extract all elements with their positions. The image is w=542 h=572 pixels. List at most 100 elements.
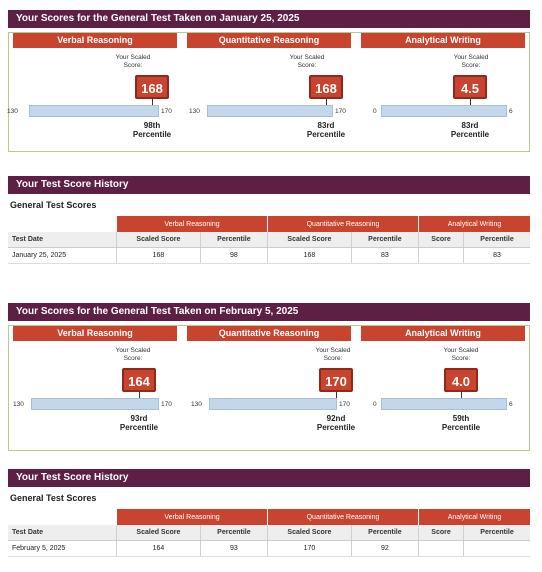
scale-max: 170 bbox=[161, 108, 172, 115]
score-report-jan: Your Scores for the General Test Taken o… bbox=[7, 10, 530, 152]
history-table: Verbal Reasoning Quantitative Reasoning … bbox=[8, 216, 530, 264]
group-verbal: Verbal Reasoning bbox=[116, 216, 268, 232]
percentile-label: Percentile bbox=[119, 423, 159, 432]
panel-verbal: Verbal Reasoning Your Scaled Score: 164 … bbox=[13, 326, 177, 432]
report-title: Your Scores for the General Test Taken o… bbox=[8, 303, 530, 321]
percentile: 83rd Percentile bbox=[296, 121, 356, 139]
history-subtitle: General Test Scores bbox=[10, 493, 97, 503]
panel-verbal: Verbal Reasoning Your Scaled Score: 168 … bbox=[7, 33, 177, 139]
cell-quant-score: 168 bbox=[267, 247, 352, 264]
score-scale-bar bbox=[31, 398, 159, 410]
percentile-label: Percentile bbox=[316, 423, 356, 432]
col-percentile: Percentile bbox=[350, 232, 419, 248]
percentile-rank: 93rd bbox=[130, 414, 148, 423]
col-percentile: Percentile bbox=[463, 525, 530, 541]
cell-writing-pct bbox=[463, 540, 530, 557]
group-writing: Analytical Writing bbox=[418, 509, 530, 525]
percentile-rank: 92nd bbox=[326, 414, 346, 423]
col-percentile: Percentile bbox=[199, 525, 268, 541]
percentile: 83rd Percentile bbox=[440, 121, 500, 139]
scaled-score-label: Your Scaled Score: bbox=[115, 347, 151, 362]
group-header-row: Verbal Reasoning Quantitative Reasoning … bbox=[8, 216, 530, 232]
scale-min: 130 bbox=[7, 108, 18, 115]
score-report-feb: Your Scores for the General Test Taken o… bbox=[8, 303, 530, 451]
percentile: 98th Percentile bbox=[122, 121, 182, 139]
panel-writing: Analytical Writing Your Scaled Score: 4.… bbox=[361, 326, 525, 432]
score-badge: 168 bbox=[309, 75, 343, 99]
score-badge: 4.0 bbox=[444, 368, 478, 392]
score-history-jan: Your Test Score History General Test Sco… bbox=[8, 176, 530, 264]
col-percentile: Percentile bbox=[463, 232, 530, 248]
scale-max: 6 bbox=[509, 401, 513, 408]
percentile-rank: 59th bbox=[452, 414, 470, 423]
score-badge: 170 bbox=[319, 368, 353, 392]
score-scale-bar bbox=[381, 398, 507, 410]
score-history-feb: Your Test Score History General Test Sco… bbox=[8, 469, 530, 557]
section-title: Analytical Writing bbox=[361, 33, 525, 48]
cell-verbal-score: 164 bbox=[116, 540, 201, 557]
section-title: Verbal Reasoning bbox=[13, 326, 177, 341]
cell-quant-pct: 92 bbox=[350, 540, 419, 557]
percentile: 93rd Percentile bbox=[109, 414, 169, 432]
scale-max: 170 bbox=[335, 108, 346, 115]
group-verbal: Verbal Reasoning bbox=[116, 509, 268, 525]
scale-max: 170 bbox=[339, 401, 350, 408]
col-percentile: Percentile bbox=[350, 525, 419, 541]
scale-max: 6 bbox=[509, 108, 513, 115]
col-percentile: Percentile bbox=[199, 232, 268, 248]
col-test-date: Test Date bbox=[8, 232, 117, 248]
section-title: Quantitative Reasoning bbox=[187, 326, 351, 341]
scale-min: 130 bbox=[191, 401, 202, 408]
score-scale-bar bbox=[29, 105, 159, 117]
column-header-row: Test Date Scaled Score Percentile Scaled… bbox=[8, 232, 530, 248]
panel-quant: Quantitative Reasoning Your Scaled Score… bbox=[187, 33, 351, 139]
group-writing: Analytical Writing bbox=[418, 216, 530, 232]
col-score: Score bbox=[417, 232, 464, 248]
percentile: 59th Percentile bbox=[431, 414, 491, 432]
scores-box: Verbal Reasoning Your Scaled Score: 164 … bbox=[8, 325, 530, 451]
section-title: Quantitative Reasoning bbox=[187, 33, 351, 48]
group-header-row: Verbal Reasoning Quantitative Reasoning … bbox=[8, 509, 530, 525]
percentile-rank: 83rd bbox=[461, 121, 479, 130]
score-scale-bar bbox=[209, 398, 337, 410]
empty-cell bbox=[8, 216, 117, 232]
scores-box: Verbal Reasoning Your Scaled Score: 168 … bbox=[7, 32, 530, 152]
col-scaled-score: Scaled Score bbox=[267, 232, 352, 248]
cell-verbal-pct: 93 bbox=[199, 540, 268, 557]
percentile-label: Percentile bbox=[132, 130, 172, 139]
cell-verbal-pct: 98 bbox=[199, 247, 268, 264]
panel-quant: Quantitative Reasoning Your Scaled Score… bbox=[187, 326, 355, 432]
col-score: Score bbox=[417, 525, 464, 541]
scaled-score-label: Your Scaled Score: bbox=[315, 347, 351, 362]
section-title: Analytical Writing bbox=[361, 326, 525, 341]
scale-min: 130 bbox=[13, 401, 24, 408]
scaled-score-label: Your Scaled Score: bbox=[453, 54, 489, 69]
score-badge: 164 bbox=[122, 368, 156, 392]
table-row: February 5, 2025 164 93 170 92 bbox=[8, 540, 530, 557]
cell-date: February 5, 2025 bbox=[8, 540, 117, 557]
cell-quant-pct: 83 bbox=[350, 247, 419, 264]
scale-min: 0 bbox=[373, 401, 377, 408]
panel-writing: Analytical Writing Your Scaled Score: 4.… bbox=[361, 33, 525, 139]
report-title: Your Scores for the General Test Taken o… bbox=[8, 10, 530, 28]
history-title: Your Test Score History bbox=[8, 176, 530, 194]
history-table: Verbal Reasoning Quantitative Reasoning … bbox=[8, 509, 530, 557]
percentile-label: Percentile bbox=[306, 130, 346, 139]
scale-min: 130 bbox=[189, 108, 200, 115]
scaled-score-label: Your Scaled Score: bbox=[289, 54, 325, 69]
scaled-score-label: Your Scaled Score: bbox=[443, 347, 479, 362]
table-row: January 25, 2025 168 98 168 83 83 bbox=[8, 247, 530, 264]
cell-writing-pct: 83 bbox=[463, 247, 530, 264]
score-badge: 4.5 bbox=[453, 75, 487, 99]
scale-max: 170 bbox=[161, 401, 172, 408]
col-scaled-score: Scaled Score bbox=[116, 232, 201, 248]
score-scale-bar bbox=[207, 105, 333, 117]
group-quant: Quantitative Reasoning bbox=[267, 509, 419, 525]
score-badge: 168 bbox=[135, 75, 169, 99]
percentile-rank: 83rd bbox=[317, 121, 335, 130]
percentile: 92nd Percentile bbox=[306, 414, 366, 432]
empty-cell bbox=[8, 509, 117, 525]
cell-date: January 25, 2025 bbox=[8, 247, 117, 264]
percentile-label: Percentile bbox=[450, 130, 490, 139]
section-title: Verbal Reasoning bbox=[13, 33, 177, 48]
